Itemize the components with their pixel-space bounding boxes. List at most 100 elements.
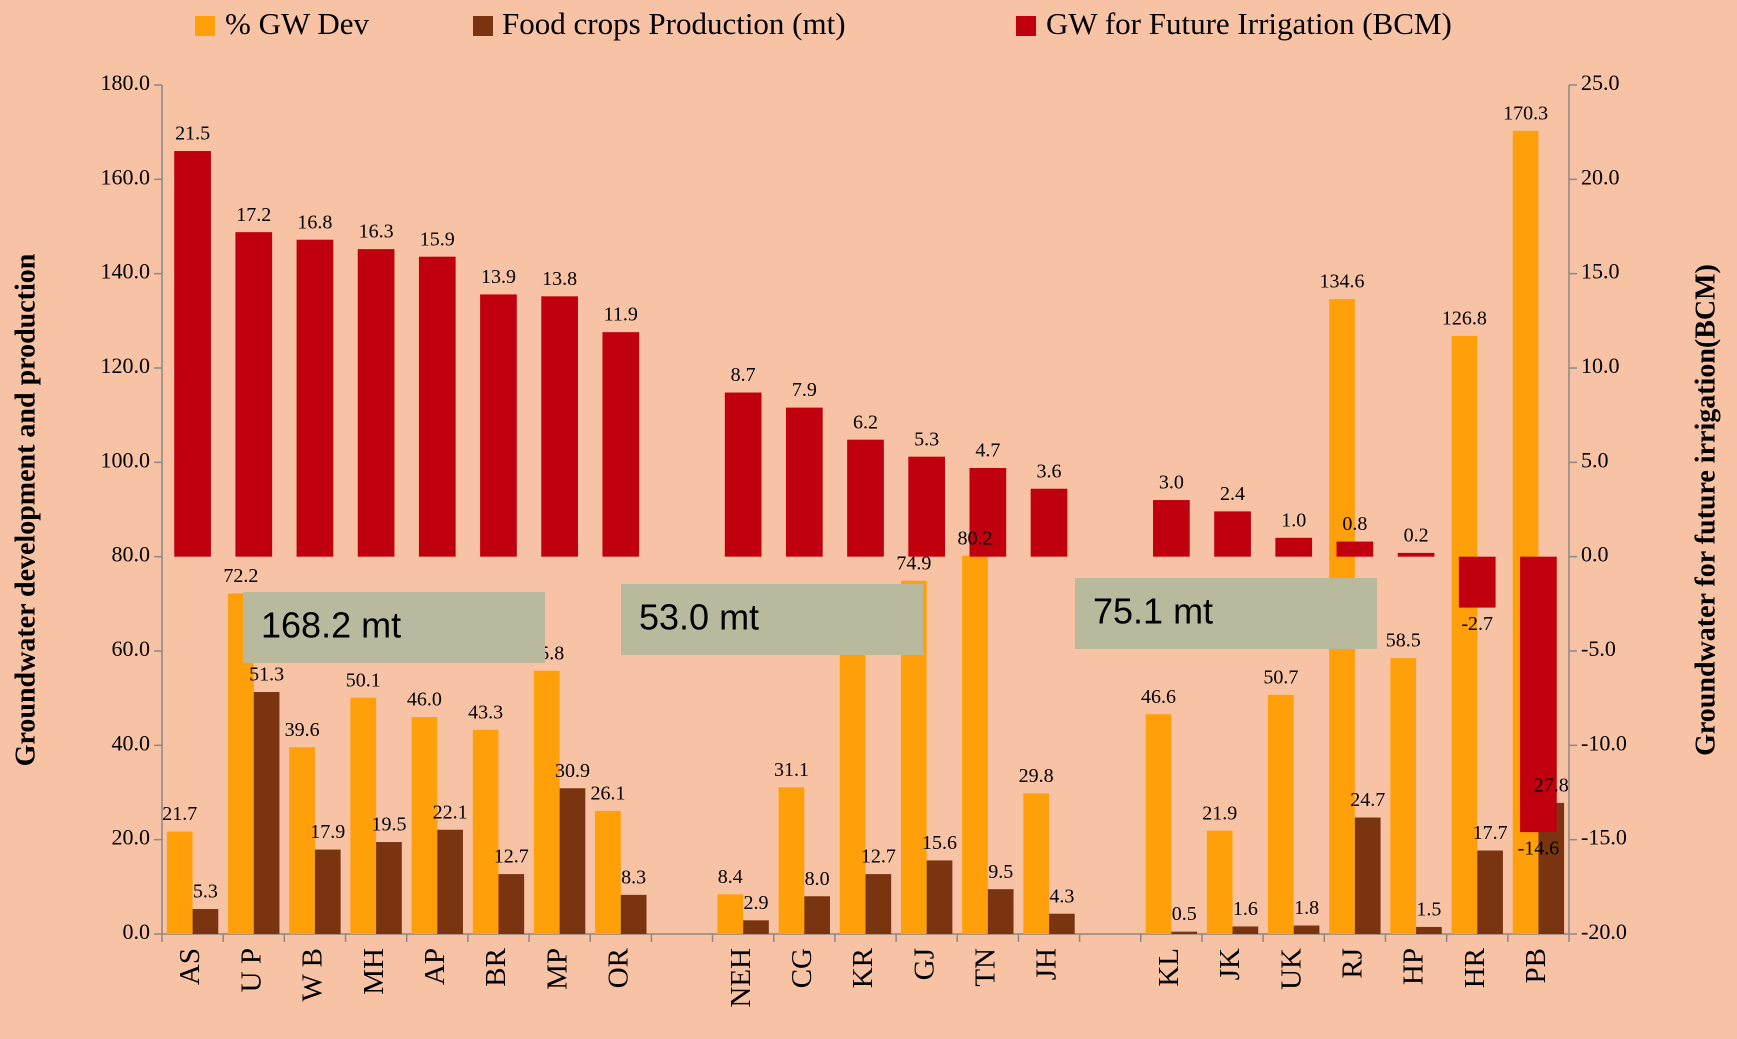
value-label: -14.6 xyxy=(1518,838,1560,860)
bar xyxy=(1171,931,1198,934)
bar xyxy=(804,896,831,934)
legend-swatch xyxy=(473,16,493,36)
bar xyxy=(533,670,560,934)
bar-y2 xyxy=(1397,552,1435,557)
value-label: 8.4 xyxy=(718,866,743,888)
y-tick-label: 160.0 xyxy=(101,164,151,189)
value-label: 58.5 xyxy=(1386,630,1421,652)
bar xyxy=(926,860,953,934)
y2-tick-label: 25.0 xyxy=(1581,70,1620,95)
x-tick-label: JK xyxy=(1214,948,1246,980)
y-tick-label: 140.0 xyxy=(101,259,151,284)
value-label: 50.7 xyxy=(1263,666,1298,688)
legend-swatch xyxy=(1016,16,1036,36)
bar xyxy=(717,894,744,934)
x-tick-label: GJ xyxy=(908,948,940,980)
value-label: 46.6 xyxy=(1141,686,1176,708)
value-label: 50.1 xyxy=(346,669,381,691)
y2-tick-label: 10.0 xyxy=(1581,353,1620,378)
x-tick-label: AP xyxy=(419,948,451,985)
value-label: 6.2 xyxy=(853,411,878,433)
value-label: 8.7 xyxy=(731,364,756,386)
bar xyxy=(865,874,892,934)
bar xyxy=(1390,658,1417,934)
bar-y2 xyxy=(357,249,395,557)
bar-y2 xyxy=(1458,556,1496,608)
value-label: 12.7 xyxy=(494,846,529,868)
bar xyxy=(620,894,647,934)
bar xyxy=(1145,714,1172,934)
y2-tick-label: 15.0 xyxy=(1581,259,1620,284)
value-label: 9.5 xyxy=(988,861,1013,883)
value-label: 2.9 xyxy=(743,892,768,914)
x-tick-label: TN xyxy=(970,948,1002,987)
value-label: 8.3 xyxy=(621,866,646,888)
value-label: 17.9 xyxy=(310,821,345,843)
bar xyxy=(166,831,193,934)
x-tick-label: OR xyxy=(602,947,634,988)
bar-y2 xyxy=(847,439,884,557)
bar-y2 xyxy=(1214,511,1251,557)
y-tick-label: 20.0 xyxy=(112,825,151,850)
value-label: 134.6 xyxy=(1320,271,1365,293)
value-label: 24.7 xyxy=(1350,789,1385,811)
bar xyxy=(595,810,621,934)
legend-label: % GW Dev xyxy=(225,6,370,41)
x-tick-label: BR xyxy=(480,947,512,986)
value-label: 170.3 xyxy=(1503,102,1548,124)
x-tick-label: JH xyxy=(1031,948,1063,980)
bar-y2 xyxy=(1520,556,1557,833)
y-tick-label: 120.0 xyxy=(101,353,151,378)
annotation: 53.0 mt xyxy=(639,597,759,638)
bar-y2 xyxy=(908,456,946,557)
value-label: 31.1 xyxy=(774,759,809,781)
y2-tick-label: -10.0 xyxy=(1581,730,1627,755)
bar xyxy=(411,717,438,934)
bar xyxy=(289,747,315,934)
bar xyxy=(472,729,499,934)
value-label: 13.9 xyxy=(481,266,516,288)
legend-label: GW for Future Irrigation (BCM) xyxy=(1046,6,1452,41)
y2-axis-title: Groundwater for future irrigation(BCM) xyxy=(1690,264,1721,756)
y-tick-label: 100.0 xyxy=(101,447,151,472)
y2-tick-label: 0.0 xyxy=(1581,542,1609,567)
value-label: 27.8 xyxy=(1534,774,1569,796)
value-label: 5.3 xyxy=(193,881,218,903)
x-tick-label: RJ xyxy=(1337,948,1369,979)
bar-y2 xyxy=(785,407,823,557)
value-label: 46.0 xyxy=(407,689,442,711)
bar xyxy=(839,615,866,934)
value-label: 0.5 xyxy=(1172,903,1197,925)
bar-y2 xyxy=(1030,488,1068,557)
x-tick-label: W B xyxy=(297,948,329,1001)
value-label: 39.6 xyxy=(285,719,320,741)
annotation: 168.2 mt xyxy=(261,605,401,646)
bar-y2 xyxy=(296,239,334,557)
value-label: 19.5 xyxy=(371,814,406,836)
bar-y2 xyxy=(724,392,762,557)
value-label: 1.5 xyxy=(1416,899,1441,921)
bar xyxy=(1354,817,1381,934)
bar-y2 xyxy=(541,296,578,557)
bar xyxy=(192,909,219,934)
value-label: 16.3 xyxy=(359,221,394,243)
y2-tick-label: -5.0 xyxy=(1581,636,1616,661)
value-label: 7.9 xyxy=(792,379,817,401)
value-label: 51.3 xyxy=(249,664,284,686)
annotation-box xyxy=(621,584,923,655)
bar xyxy=(498,874,525,934)
value-label: 126.8 xyxy=(1442,308,1487,330)
value-label: 15.9 xyxy=(420,228,455,250)
bar-y2 xyxy=(969,467,1007,557)
bar-y2 xyxy=(480,294,517,557)
y2-tick-label: -20.0 xyxy=(1581,919,1627,944)
annotation-box xyxy=(243,592,545,663)
annotation-box xyxy=(1075,578,1377,649)
bar-y2 xyxy=(174,151,211,557)
value-label: 17.2 xyxy=(236,204,271,226)
x-tick-label: AS xyxy=(174,948,206,985)
bar-y2 xyxy=(1336,541,1374,557)
value-label: 30.9 xyxy=(555,760,590,782)
x-tick-label: HP xyxy=(1398,948,1430,985)
x-tick-label: NEH xyxy=(725,948,757,1008)
